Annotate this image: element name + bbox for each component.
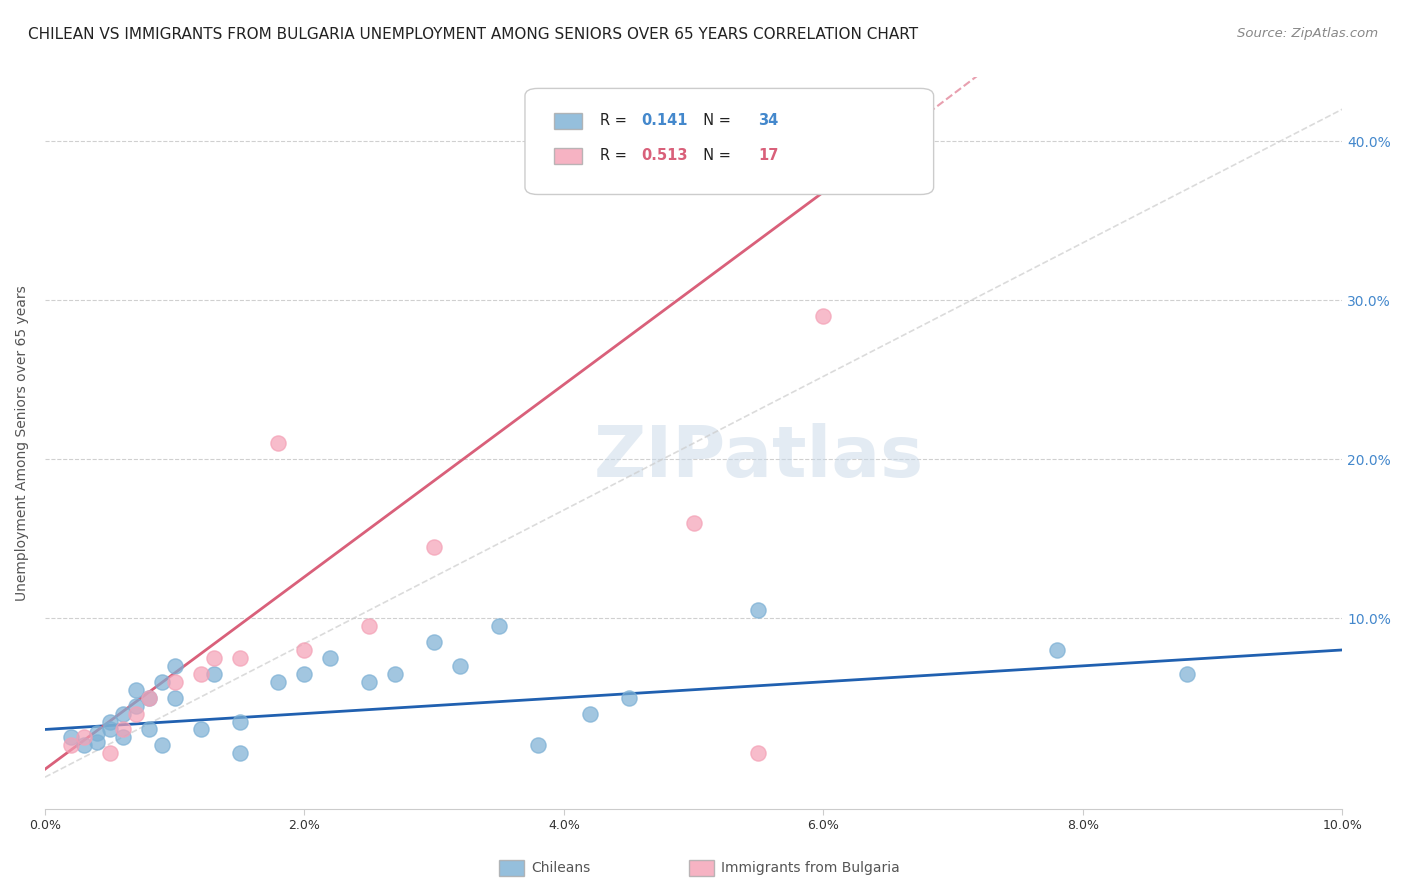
Text: N =: N = (693, 148, 735, 163)
Point (190, 723, 212, 737)
FancyBboxPatch shape (524, 88, 934, 194)
Point (267, 674, 290, 689)
Point (150, 739, 173, 753)
Point (125, 698, 148, 713)
Point (190, 666, 212, 681)
Point (228, 747, 250, 761)
Point (423, 540, 446, 554)
Point (384, 666, 406, 681)
Point (1046, 643, 1069, 657)
Point (423, 635, 446, 649)
Text: N =: N = (693, 113, 735, 128)
Point (138, 690, 160, 705)
Point (228, 714, 250, 729)
Text: R =: R = (600, 148, 631, 163)
Point (527, 739, 550, 753)
Text: R =: R = (600, 113, 631, 128)
Point (163, 674, 186, 689)
Point (294, 643, 316, 657)
Text: 17: 17 (758, 148, 779, 163)
Text: Immigrants from Bulgaria: Immigrants from Bulgaria (721, 861, 900, 875)
Point (488, 619, 510, 633)
Y-axis label: Unemployment Among Seniors over 65 years: Unemployment Among Seniors over 65 years (15, 285, 30, 601)
Point (150, 674, 173, 689)
Point (98, 714, 121, 729)
Point (228, 651, 250, 665)
Point (813, 309, 835, 323)
Point (125, 682, 148, 697)
Point (111, 731, 134, 745)
Point (1175, 666, 1198, 681)
Point (617, 690, 640, 705)
Point (202, 666, 225, 681)
Point (449, 658, 471, 673)
Point (86, 735, 108, 749)
Text: 34: 34 (758, 113, 779, 128)
Text: CHILEAN VS IMMIGRANTS FROM BULGARIA UNEMPLOYMENT AMONG SENIORS OVER 65 YEARS COR: CHILEAN VS IMMIGRANTS FROM BULGARIA UNEM… (28, 27, 918, 42)
Bar (554, 112, 582, 128)
Point (294, 666, 316, 681)
Point (359, 619, 381, 633)
Point (98, 723, 121, 737)
Point (125, 706, 148, 721)
Point (59, 731, 82, 745)
Point (359, 674, 381, 689)
Text: 0.513: 0.513 (641, 148, 688, 163)
Text: Source: ZipAtlas.com: Source: ZipAtlas.com (1237, 27, 1378, 40)
Point (98, 747, 121, 761)
Point (138, 723, 160, 737)
Text: ZIPatlas: ZIPatlas (593, 424, 924, 492)
Point (73, 739, 96, 753)
Text: Chileans: Chileans (531, 861, 591, 875)
Point (682, 516, 704, 530)
Point (319, 651, 342, 665)
Text: 0.141: 0.141 (641, 113, 688, 128)
Point (73, 731, 96, 745)
Point (138, 690, 160, 705)
Point (59, 739, 82, 753)
Point (86, 725, 108, 739)
Point (163, 690, 186, 705)
Point (579, 706, 602, 721)
Point (267, 436, 290, 450)
Bar (554, 148, 582, 164)
Point (111, 706, 134, 721)
Point (747, 603, 769, 617)
Point (163, 658, 186, 673)
Point (202, 651, 225, 665)
Point (111, 723, 134, 737)
Point (747, 747, 769, 761)
